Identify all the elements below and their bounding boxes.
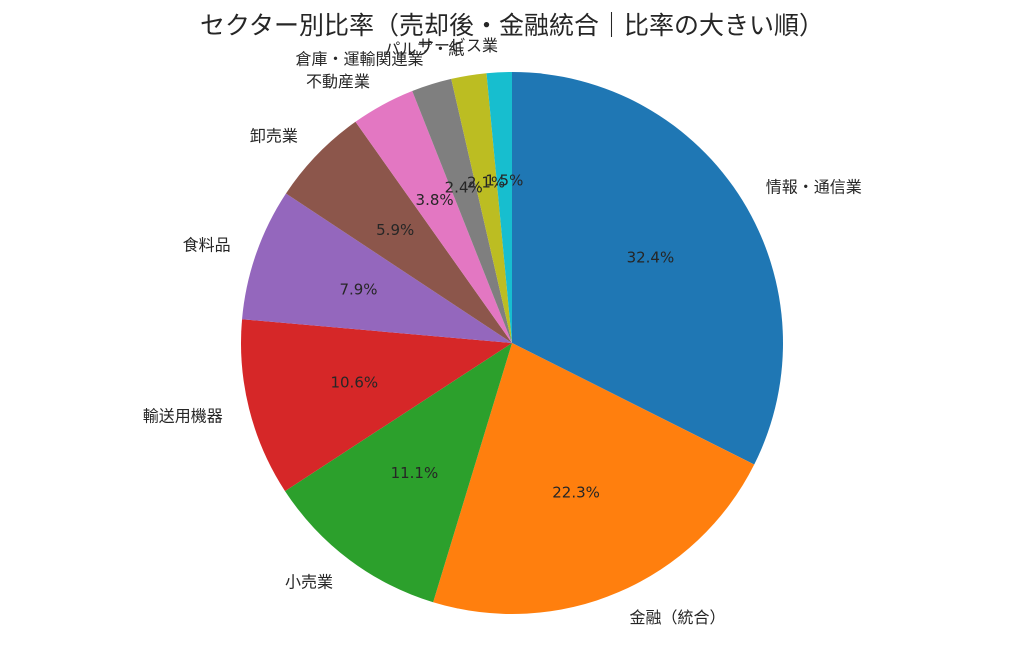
pie-slice: [355, 91, 512, 343]
percent-label: 10.6%: [330, 373, 378, 391]
percent-label: 2.1%: [467, 174, 505, 192]
percent-label: 22.3%: [552, 483, 600, 501]
percent-label: 1.5%: [485, 172, 523, 190]
category-label: パルプ・紙: [384, 40, 464, 59]
pie-slice: [433, 343, 755, 615]
category-label: 卸売業: [250, 127, 298, 146]
chart-title: セクター別比率（売却後・金融統合｜比率の大きい順）: [200, 11, 824, 40]
pie-slice: [451, 73, 512, 343]
percent-label: 32.4%: [627, 249, 675, 267]
pie-slice: [285, 121, 512, 344]
percent-labels: 32.4% 22.3% 11.1% 10.6% 7.9% 5.9%3.8%2.4%2.1%…: [330, 172, 674, 502]
percent-label: 11.1%: [391, 464, 439, 482]
pie-slice: [285, 343, 512, 603]
category-label: 倉庫・運輸関連業: [295, 49, 423, 68]
category-label: 食料品: [183, 236, 231, 255]
pie-slice: [412, 78, 512, 344]
pie-slice: [512, 72, 783, 465]
pie-slice: [241, 319, 512, 492]
category-label: 不動産業: [306, 72, 370, 91]
pie-slice: [242, 193, 513, 343]
percent-label: 3.8%: [416, 191, 454, 209]
percent-label: 7.9%: [339, 280, 377, 298]
category-label: サービス業: [418, 36, 498, 55]
pie-slice: [486, 72, 512, 343]
category-label: 小売業: [285, 572, 333, 591]
category-label: 情報・通信業: [766, 177, 862, 196]
percent-label: 2.4%: [445, 179, 483, 197]
category-label: 金融（統合）: [630, 608, 726, 627]
pie-slices: [241, 72, 783, 615]
percent-label: 5.9%: [376, 221, 414, 239]
category-label: 輸送用機器: [143, 406, 223, 425]
